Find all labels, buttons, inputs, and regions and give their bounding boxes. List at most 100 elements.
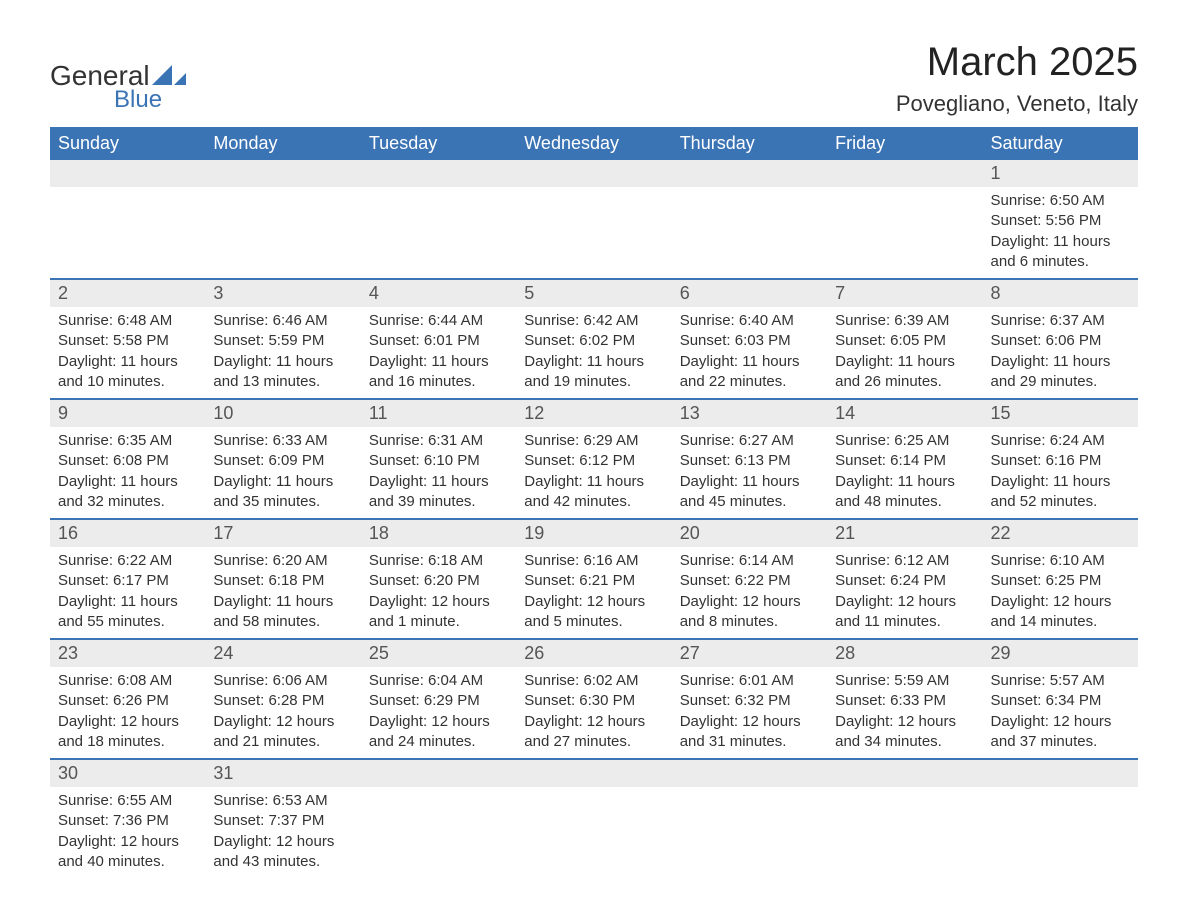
sunset-line: Sunset: 5:59 PM (213, 331, 352, 351)
sunrise-line: Sunrise: 6:44 AM (369, 311, 508, 331)
day-number-cell (827, 759, 982, 787)
sunrise-line: Sunrise: 6:14 AM (680, 551, 819, 571)
day-detail-cell: Sunrise: 6:39 AMSunset: 6:05 PMDaylight:… (827, 307, 982, 399)
day-number-cell: 13 (672, 399, 827, 427)
sunset-line: Sunset: 6:14 PM (835, 451, 974, 471)
day-number-cell (672, 759, 827, 787)
daylight-line: Daylight: 12 hours and 27 minutes. (524, 712, 663, 753)
day-number-cell: 16 (50, 519, 205, 547)
daylight-line: Daylight: 11 hours and 29 minutes. (991, 352, 1130, 393)
sunset-line: Sunset: 6:33 PM (835, 691, 974, 711)
day-detail-cell: Sunrise: 6:37 AMSunset: 6:06 PMDaylight:… (983, 307, 1138, 399)
sunrise-line: Sunrise: 6:22 AM (58, 551, 197, 571)
daylight-line: Daylight: 12 hours and 43 minutes. (213, 832, 352, 873)
daylight-line: Daylight: 11 hours and 26 minutes. (835, 352, 974, 393)
sunset-line: Sunset: 6:25 PM (991, 571, 1130, 591)
day-detail-cell: Sunrise: 6:29 AMSunset: 6:12 PMDaylight:… (516, 427, 671, 519)
sunset-line: Sunset: 7:37 PM (213, 811, 352, 831)
day-detail-cell: Sunrise: 6:12 AMSunset: 6:24 PMDaylight:… (827, 547, 982, 639)
weekday-header-row: SundayMondayTuesdayWednesdayThursdayFrid… (50, 127, 1138, 160)
sunrise-line: Sunrise: 6:40 AM (680, 311, 819, 331)
day-number-cell: 14 (827, 399, 982, 427)
day-number-row: 3031 (50, 759, 1138, 787)
daylight-line: Daylight: 12 hours and 11 minutes. (835, 592, 974, 633)
day-detail-cell (672, 787, 827, 878)
sunset-line: Sunset: 6:29 PM (369, 691, 508, 711)
location: Povegliano, Veneto, Italy (896, 91, 1138, 117)
day-number-cell: 11 (361, 399, 516, 427)
sunrise-line: Sunrise: 6:12 AM (835, 551, 974, 571)
day-detail-cell: Sunrise: 6:50 AMSunset: 5:56 PMDaylight:… (983, 187, 1138, 279)
day-detail-cell: Sunrise: 6:20 AMSunset: 6:18 PMDaylight:… (205, 547, 360, 639)
sunset-line: Sunset: 6:10 PM (369, 451, 508, 471)
day-detail-cell: Sunrise: 6:48 AMSunset: 5:58 PMDaylight:… (50, 307, 205, 399)
sunrise-line: Sunrise: 5:57 AM (991, 671, 1130, 691)
daylight-line: Daylight: 11 hours and 6 minutes. (991, 232, 1130, 273)
weekday-header: Sunday (50, 127, 205, 160)
daylight-line: Daylight: 11 hours and 58 minutes. (213, 592, 352, 633)
day-detail-cell: Sunrise: 6:42 AMSunset: 6:02 PMDaylight:… (516, 307, 671, 399)
day-detail-cell (50, 187, 205, 279)
day-number-cell: 8 (983, 279, 1138, 307)
day-detail-cell: Sunrise: 6:46 AMSunset: 5:59 PMDaylight:… (205, 307, 360, 399)
day-detail-row: Sunrise: 6:22 AMSunset: 6:17 PM Daylight:… (50, 547, 1138, 639)
sunset-line: Sunset: 6:03 PM (680, 331, 819, 351)
sunrise-line: Sunrise: 6:35 AM (58, 431, 197, 451)
day-detail-cell: Sunrise: 5:59 AMSunset: 6:33 PMDaylight:… (827, 667, 982, 759)
sunrise-line: Sunrise: 6:31 AM (369, 431, 508, 451)
day-detail-row: Sunrise: 6:35 AMSunset: 6:08 PMDaylight:… (50, 427, 1138, 519)
day-number-cell (516, 759, 671, 787)
day-number-cell (516, 160, 671, 187)
sunrise-line: Sunrise: 6:39 AM (835, 311, 974, 331)
day-number-cell: 22 (983, 519, 1138, 547)
day-number-cell: 27 (672, 639, 827, 667)
day-detail-cell: Sunrise: 6:02 AMSunset: 6:30 PMDaylight:… (516, 667, 671, 759)
day-number-cell: 1 (983, 160, 1138, 187)
header: General Blue March 2025 Povegliano, Vene… (50, 40, 1138, 117)
sunset-line: Sunset: 6:02 PM (524, 331, 663, 351)
daylight-line: Daylight: 12 hours and 1 minute. (369, 592, 508, 633)
daylight-line: Daylight: 12 hours and 8 minutes. (680, 592, 819, 633)
day-number-cell: 23 (50, 639, 205, 667)
sunset-line: Sunset: 6:32 PM (680, 691, 819, 711)
daylight-line: Daylight: 12 hours and 31 minutes. (680, 712, 819, 753)
sunrise-line: Sunrise: 6:46 AM (213, 311, 352, 331)
day-detail-cell: Sunrise: 6:14 AMSunset: 6:22 PMDaylight:… (672, 547, 827, 639)
day-detail-cell: Sunrise: 6:06 AMSunset: 6:28 PMDaylight:… (205, 667, 360, 759)
day-detail-cell: Sunrise: 6:44 AMSunset: 6:01 PMDaylight:… (361, 307, 516, 399)
day-number-cell (672, 160, 827, 187)
weekday-header: Saturday (983, 127, 1138, 160)
sunset-line: Sunset: 6:20 PM (369, 571, 508, 591)
day-detail-cell: Sunrise: 6:16 AMSunset: 6:21 PMDaylight:… (516, 547, 671, 639)
sunset-line: Sunset: 7:36 PM (58, 811, 197, 831)
day-number-cell: 24 (205, 639, 360, 667)
day-number-row: 2345678 (50, 279, 1138, 307)
sunset-line: Sunset: 6:18 PM (213, 571, 352, 591)
sunrise-line: Sunrise: 6:18 AM (369, 551, 508, 571)
day-detail-row: Sunrise: 6:08 AMSunset: 6:26 PMDaylight:… (50, 667, 1138, 759)
daylight-line: Daylight: 12 hours and 40 minutes. (58, 832, 197, 873)
logo-triangle-icon (152, 65, 186, 85)
sunset-line: Sunset: 6:34 PM (991, 691, 1130, 711)
calendar-table: SundayMondayTuesdayWednesdayThursdayFrid… (50, 127, 1138, 878)
day-detail-cell (516, 187, 671, 279)
day-detail-cell: Sunrise: 6:08 AMSunset: 6:26 PMDaylight:… (50, 667, 205, 759)
day-number-cell: 4 (361, 279, 516, 307)
sunset-line: Sunset: 6:17 PM (58, 571, 197, 591)
daylight-line: Daylight: 11 hours and 35 minutes. (213, 472, 352, 513)
daylight-line: Daylight: 11 hours and 22 minutes. (680, 352, 819, 393)
sunset-line: Sunset: 6:28 PM (213, 691, 352, 711)
day-detail-cell: Sunrise: 6:35 AMSunset: 6:08 PMDaylight:… (50, 427, 205, 519)
daylight-line: Daylight: 11 hours and 10 minutes. (58, 352, 197, 393)
sunrise-line: Sunrise: 6:33 AM (213, 431, 352, 451)
day-detail-cell (983, 787, 1138, 878)
day-detail-cell: Sunrise: 6:31 AMSunset: 6:10 PMDaylight:… (361, 427, 516, 519)
sunset-line: Sunset: 6:06 PM (991, 331, 1130, 351)
day-number-cell: 31 (205, 759, 360, 787)
sunset-line: Sunset: 6:16 PM (991, 451, 1130, 471)
daylight-line: Daylight: 11 hours and 19 minutes. (524, 352, 663, 393)
day-number-cell (361, 759, 516, 787)
day-number-cell: 15 (983, 399, 1138, 427)
day-detail-row: Sunrise: 6:48 AMSunset: 5:58 PMDaylight:… (50, 307, 1138, 399)
day-number-cell: 2 (50, 279, 205, 307)
